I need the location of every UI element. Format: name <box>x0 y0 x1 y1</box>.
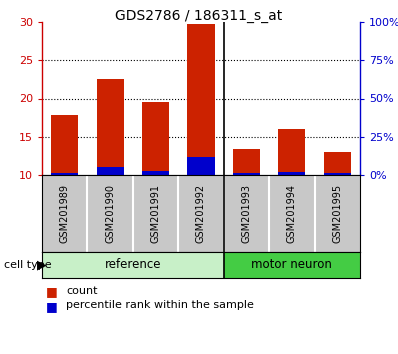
Text: GSM201993: GSM201993 <box>242 184 252 243</box>
Bar <box>51 173 78 175</box>
Text: GSM201992: GSM201992 <box>196 184 206 243</box>
Text: reference: reference <box>105 258 161 272</box>
Bar <box>142 102 169 175</box>
Bar <box>42 252 224 278</box>
Text: GSM201989: GSM201989 <box>60 184 70 243</box>
Bar <box>278 129 306 175</box>
Bar <box>324 152 351 175</box>
Bar <box>51 115 78 175</box>
Text: GSM201994: GSM201994 <box>287 184 297 243</box>
Text: ■: ■ <box>46 286 58 298</box>
Bar <box>96 167 124 175</box>
Text: GSM201995: GSM201995 <box>332 184 342 243</box>
Bar <box>187 156 215 175</box>
Text: ▶: ▶ <box>37 258 47 272</box>
Bar <box>142 171 169 175</box>
Bar <box>233 173 260 175</box>
Text: GDS2786 / 186311_s_at: GDS2786 / 186311_s_at <box>115 9 283 23</box>
Bar <box>224 252 360 278</box>
Text: count: count <box>66 286 98 296</box>
Bar <box>278 172 306 175</box>
Bar <box>324 173 351 175</box>
Bar <box>233 149 260 175</box>
Text: GSM201991: GSM201991 <box>150 184 160 243</box>
Text: percentile rank within the sample: percentile rank within the sample <box>66 300 254 310</box>
Bar <box>96 79 124 175</box>
Bar <box>187 23 215 175</box>
Text: motor neuron: motor neuron <box>252 258 332 272</box>
Text: GSM201990: GSM201990 <box>105 184 115 243</box>
Text: cell type: cell type <box>4 260 52 270</box>
Text: ■: ■ <box>46 300 58 313</box>
